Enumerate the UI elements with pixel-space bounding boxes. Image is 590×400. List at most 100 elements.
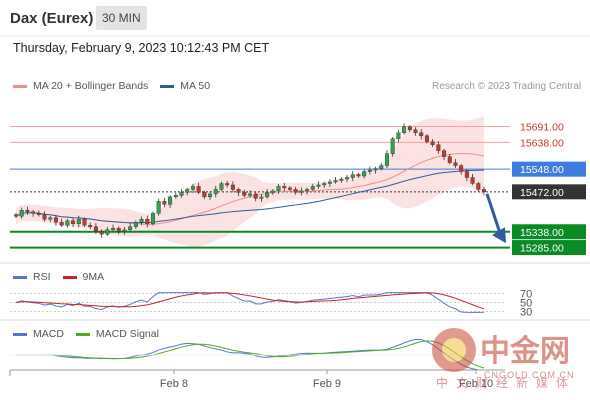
candle-body xyxy=(316,184,321,187)
x-tick-label-2: Feb 10 xyxy=(459,378,493,390)
candle-body xyxy=(93,226,98,232)
legend-rsi: RSI xyxy=(13,271,51,283)
candle-body xyxy=(470,177,475,184)
candle-body xyxy=(219,183,224,190)
candle-body xyxy=(111,227,116,230)
candle-body xyxy=(105,229,110,235)
candle-body xyxy=(476,183,481,190)
projection-arrow-shaft xyxy=(485,193,502,234)
candle-body xyxy=(459,165,464,172)
candle-body xyxy=(71,220,76,224)
rsi-level-label-2: 30 xyxy=(520,307,532,319)
candle-body xyxy=(305,189,310,192)
legend-macd: MACD xyxy=(13,328,64,340)
candle-body xyxy=(36,213,41,215)
legend-macd-label: MACD xyxy=(33,328,64,340)
rsi-legend: RSI 9MA xyxy=(13,271,116,283)
candle-body xyxy=(122,229,127,232)
instrument-title: Dax (Eurex) xyxy=(10,10,94,27)
legend-macd-signal: MACD Signal xyxy=(75,328,159,340)
candle-body xyxy=(362,171,367,177)
candle-body xyxy=(310,186,315,190)
candle-body xyxy=(265,192,270,198)
candle-body xyxy=(442,150,447,157)
legend-ma50-swatch xyxy=(160,84,175,88)
legend-ma20: MA 20 + Bollinger Bands xyxy=(13,80,148,92)
candle-body xyxy=(299,190,304,193)
candle-body xyxy=(128,226,133,230)
candle-body xyxy=(333,180,338,183)
ma50-line xyxy=(15,169,485,224)
legend-ma20-swatch xyxy=(13,84,27,88)
watermark: 中金网 CNGOLD.COM.CN 中文财经新媒体 xyxy=(432,326,582,390)
legend-macd-signal-swatch xyxy=(75,332,90,336)
level-label-2: 15548.00 xyxy=(520,164,564,176)
legend-ma50-label: MA 50 xyxy=(180,80,211,92)
level-label-bg-5 xyxy=(512,240,586,256)
candle-body xyxy=(247,193,252,196)
watermark-cn: 中金网 xyxy=(480,334,570,369)
candle-body xyxy=(53,217,58,223)
candle-body xyxy=(208,193,213,198)
candle-body xyxy=(42,214,47,220)
candle-body xyxy=(407,126,412,131)
candle-body xyxy=(379,165,384,169)
candle-body xyxy=(259,196,264,199)
watermark-sub: 中文财经新媒体 xyxy=(436,376,577,390)
level-label-4: 15338.00 xyxy=(520,227,564,239)
candle-body xyxy=(447,156,452,163)
candle-body xyxy=(99,230,104,235)
candle-body xyxy=(133,222,138,227)
candle-body xyxy=(230,184,235,190)
candle-body xyxy=(179,192,184,196)
candle-body xyxy=(162,201,167,205)
candle-body xyxy=(31,211,36,214)
candle-body xyxy=(482,189,487,193)
candle-body xyxy=(76,219,81,224)
candle-body xyxy=(356,174,361,177)
candle-body xyxy=(82,219,87,226)
legend-9ma-swatch xyxy=(62,275,77,279)
legend-macd-signal-label: MACD Signal xyxy=(95,328,159,340)
candle-body xyxy=(213,189,218,195)
candle-body xyxy=(367,169,372,172)
bollinger-band-area xyxy=(16,116,484,248)
price-legend: MA 20 + Bollinger Bands MA 50 xyxy=(13,80,222,92)
candle-body xyxy=(25,210,30,212)
chart-datetime: Thursday, February 9, 2023 10:12:43 PM C… xyxy=(13,41,270,55)
research-credit: Research © 2023 Trading Central xyxy=(432,81,582,92)
candle-body xyxy=(419,132,424,136)
candle-body xyxy=(88,225,93,227)
candle-body xyxy=(345,177,350,180)
candle-body xyxy=(327,181,332,184)
rsi-level-label-0: 70 xyxy=(520,289,532,301)
candle-body xyxy=(139,219,144,223)
rsi-line xyxy=(15,292,484,313)
candle-body xyxy=(13,214,18,217)
candle-body xyxy=(145,219,150,224)
candle-body xyxy=(168,196,173,205)
legend-ma20-label: MA 20 + Bollinger Bands xyxy=(33,80,149,92)
chart-header: Dax (Eurex) 30 MIN xyxy=(0,0,590,36)
watermark-logo-icon xyxy=(432,328,476,372)
candle-body xyxy=(390,138,395,154)
candle-body xyxy=(322,183,327,186)
candle-body xyxy=(150,213,155,224)
candle-body xyxy=(48,217,53,220)
candle-body xyxy=(464,171,469,178)
x-tick-label-0: Feb 8 xyxy=(160,378,188,390)
candle-body xyxy=(287,187,292,190)
candle-body xyxy=(424,135,429,142)
candle-body xyxy=(430,141,435,145)
x-tick-label-1: Feb 9 xyxy=(313,378,341,390)
level-label-bg-2 xyxy=(512,161,586,177)
candle-body xyxy=(116,227,121,232)
candle-body xyxy=(350,174,355,178)
candle-body xyxy=(413,129,418,133)
candle-body xyxy=(396,132,401,139)
candle-body xyxy=(253,193,258,199)
level-label-1: 15638.00 xyxy=(520,137,564,149)
timeframe-badge[interactable]: 30 MIN xyxy=(96,6,147,30)
candle-body xyxy=(59,222,64,226)
